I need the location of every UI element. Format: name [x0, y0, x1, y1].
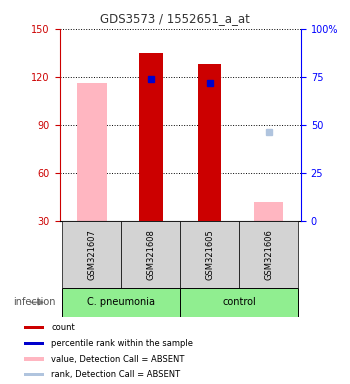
Text: GSM321607: GSM321607 — [88, 229, 96, 280]
Bar — [62, 288, 180, 317]
Text: rank, Detection Call = ABSENT: rank, Detection Call = ABSENT — [51, 371, 180, 379]
Text: GSM321608: GSM321608 — [146, 229, 155, 280]
Bar — [121, 221, 180, 288]
Bar — [239, 221, 298, 288]
Text: GSM321605: GSM321605 — [205, 229, 214, 280]
Bar — [180, 221, 239, 288]
Text: infection: infection — [14, 297, 56, 308]
Bar — [77, 83, 107, 221]
Bar — [254, 202, 284, 221]
Bar — [24, 341, 44, 345]
Bar — [139, 53, 163, 221]
Text: control: control — [222, 297, 256, 308]
Bar — [62, 221, 121, 288]
Text: GDS3573 / 1552651_a_at: GDS3573 / 1552651_a_at — [100, 12, 250, 25]
Text: C. pneumonia: C. pneumonia — [88, 297, 155, 308]
Text: value, Detection Call = ABSENT: value, Detection Call = ABSENT — [51, 354, 184, 364]
Bar — [24, 326, 44, 329]
Text: GSM321606: GSM321606 — [264, 229, 273, 280]
Bar — [24, 373, 44, 376]
Bar — [198, 64, 222, 221]
Bar — [180, 288, 298, 317]
Text: count: count — [51, 323, 75, 332]
Bar — [24, 358, 44, 361]
Text: percentile rank within the sample: percentile rank within the sample — [51, 339, 193, 348]
